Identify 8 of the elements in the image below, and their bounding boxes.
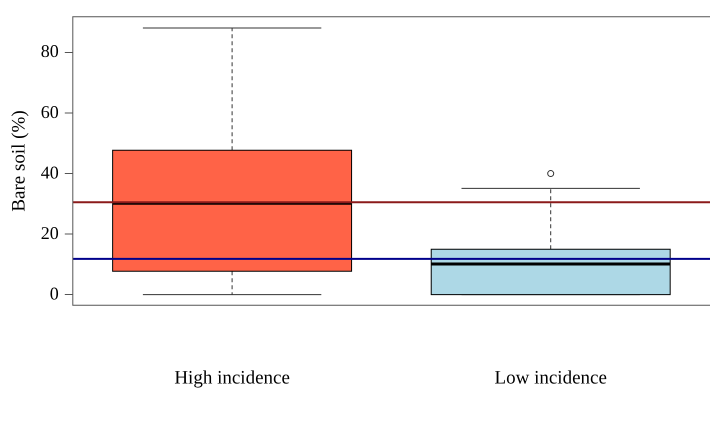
y-tick-label: 60	[40, 102, 59, 122]
y-tick-label: 40	[40, 162, 59, 182]
x-tick-label: Low incidence	[494, 368, 607, 389]
x-tick-label: High incidence	[174, 368, 290, 389]
y-tick-label: 20	[40, 222, 59, 243]
y-tick-label: 80	[40, 41, 59, 62]
y-tick-label: 0	[50, 283, 59, 304]
y-axis-title: Bare soil (%)	[8, 110, 30, 212]
